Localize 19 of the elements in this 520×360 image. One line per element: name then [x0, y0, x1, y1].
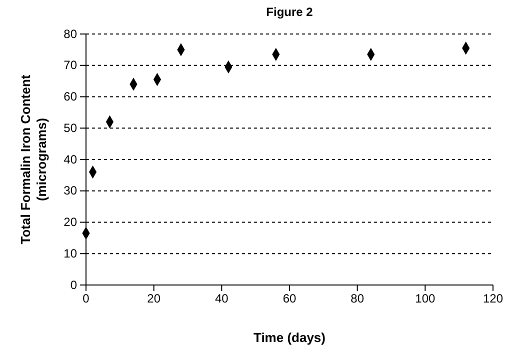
y-tick-label: 20	[64, 215, 78, 230]
x-tick-label: 60	[282, 292, 296, 306]
y-tick-label: 80	[64, 26, 78, 41]
y-tick-label: 10	[64, 246, 78, 260]
x-axis-title: Time (days)	[253, 330, 326, 345]
chart-title: Figure 2	[266, 5, 314, 19]
y-tick-label: 40	[64, 152, 78, 166]
y-tick-label: 0	[70, 278, 78, 292]
y-tick-label: 60	[64, 90, 78, 104]
y-axis-title: Total Formalin Iron Content (micrograms)	[18, 74, 49, 244]
y-tick-label: 30	[64, 184, 78, 198]
x-tick-label: 80	[350, 292, 364, 306]
x-tick-label: 0	[82, 292, 90, 306]
x-tick-label: 40	[214, 292, 229, 306]
y-tick-label: 50	[64, 120, 78, 135]
x-tick-label: 20	[147, 292, 161, 306]
x-tick-label: 100	[415, 292, 436, 306]
y-tick-label: 70	[64, 58, 78, 72]
x-tick-label: 120	[482, 292, 504, 306]
